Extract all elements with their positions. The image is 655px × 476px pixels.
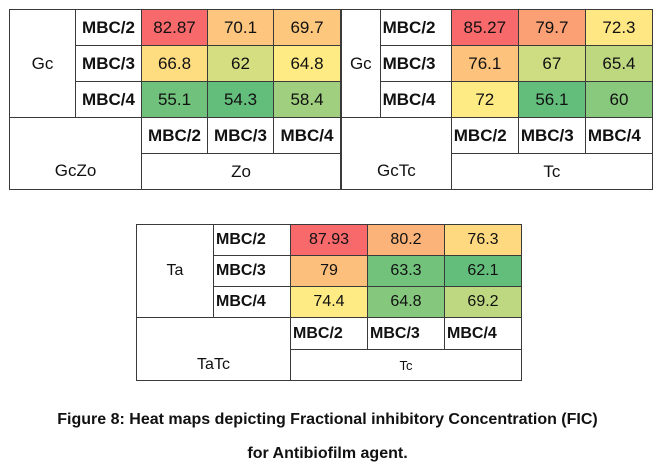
col-label: MBC/3 <box>367 317 445 350</box>
heatmap-cell: 87.93 <box>290 224 368 256</box>
col-label: MBC/4 <box>584 117 654 154</box>
row-agent-label: Gc <box>341 9 381 118</box>
figure-caption-line-1: Figure 8: Heat maps depicting Fractional… <box>57 411 598 428</box>
heatmap-cell: 55.1 <box>141 81 208 118</box>
corner-spacer <box>136 317 291 350</box>
col-label: MBC/4 <box>273 117 341 154</box>
col-agent-label: Zo <box>141 153 341 190</box>
heatmap-cell: 67 <box>517 45 586 82</box>
col-label: MBC/2 <box>141 117 208 154</box>
heatmap-cell: 64.8 <box>273 45 341 82</box>
heatmap-tatc: Ta MBC/2 87.93 80.2 76.3 MBC/3 79 63.3 6… <box>136 224 522 381</box>
col-agent-label: Tc <box>290 349 522 381</box>
col-label: MBC/3 <box>517 117 586 154</box>
row-agent-label: Gc <box>9 9 76 118</box>
heatmap-gctc: Gc MBC/2 85.27 79.7 72.3 MBC/3 76.1 67 6… <box>341 9 654 190</box>
heatmap-cell: 76.3 <box>444 224 522 256</box>
col-label: MBC/3 <box>207 117 274 154</box>
heatmap-cell: 62 <box>207 45 274 82</box>
col-label: MBC/2 <box>290 317 368 350</box>
col-label: MBC/2 <box>450 117 519 154</box>
row-label: MBC/4 <box>75 81 142 118</box>
heatmap-cell: 63.3 <box>367 255 445 287</box>
row-label: MBC/3 <box>379 45 452 82</box>
row-label: MBC/3 <box>75 45 142 82</box>
heatmap-cell: 58.4 <box>273 81 341 118</box>
combination-label: TaTc <box>136 349 291 381</box>
heatmap-cell: 79 <box>290 255 368 287</box>
heatmap-cell: 80.2 <box>367 224 445 256</box>
row-label: MBC/2 <box>379 9 452 46</box>
row-label: MBC/2 <box>75 9 142 46</box>
heatmap-cell: 54.3 <box>207 81 274 118</box>
combination-label: GcTc <box>341 153 452 190</box>
row-agent-label: Ta <box>136 224 214 318</box>
heatmap-cell: 64.8 <box>367 286 445 318</box>
combination-label: GcZo <box>9 153 142 190</box>
col-agent-label: Tc <box>450 153 654 190</box>
heatmap-cell: 76.1 <box>450 45 519 82</box>
col-label: MBC/4 <box>444 317 522 350</box>
heatmap-cell: 66.8 <box>141 45 208 82</box>
heatmap-cell: 65.4 <box>584 45 654 82</box>
heatmap-cell: 70.1 <box>207 9 274 46</box>
row-label: MBC/3 <box>213 255 291 287</box>
heatmap-cell: 79.7 <box>517 9 586 46</box>
heatmap-cell: 69.2 <box>444 286 522 318</box>
heatmap-cell: 69.7 <box>273 9 341 46</box>
heatmap-cell: 85.27 <box>450 9 519 46</box>
heatmap-cell: 74.4 <box>290 286 368 318</box>
row-label: MBC/4 <box>379 81 452 118</box>
corner-spacer <box>341 117 452 154</box>
heatmap-cell: 72.3 <box>584 9 654 46</box>
corner-spacer <box>9 117 142 154</box>
row-label: MBC/4 <box>213 286 291 318</box>
heatmap-cell: 82.87 <box>141 9 208 46</box>
row-label: MBC/2 <box>213 224 291 256</box>
heatmap-cell: 56.1 <box>517 81 586 118</box>
heatmap-cell: 72 <box>450 81 519 118</box>
heatmap-cell: 60 <box>584 81 654 118</box>
heatmap-gczo: Gc MBC/2 82.87 70.1 69.7 MBC/3 66.8 62 6… <box>9 9 341 190</box>
figure-caption-line-2: for Antibiofilm agent. <box>247 445 408 462</box>
heatmap-cell: 62.1 <box>444 255 522 287</box>
